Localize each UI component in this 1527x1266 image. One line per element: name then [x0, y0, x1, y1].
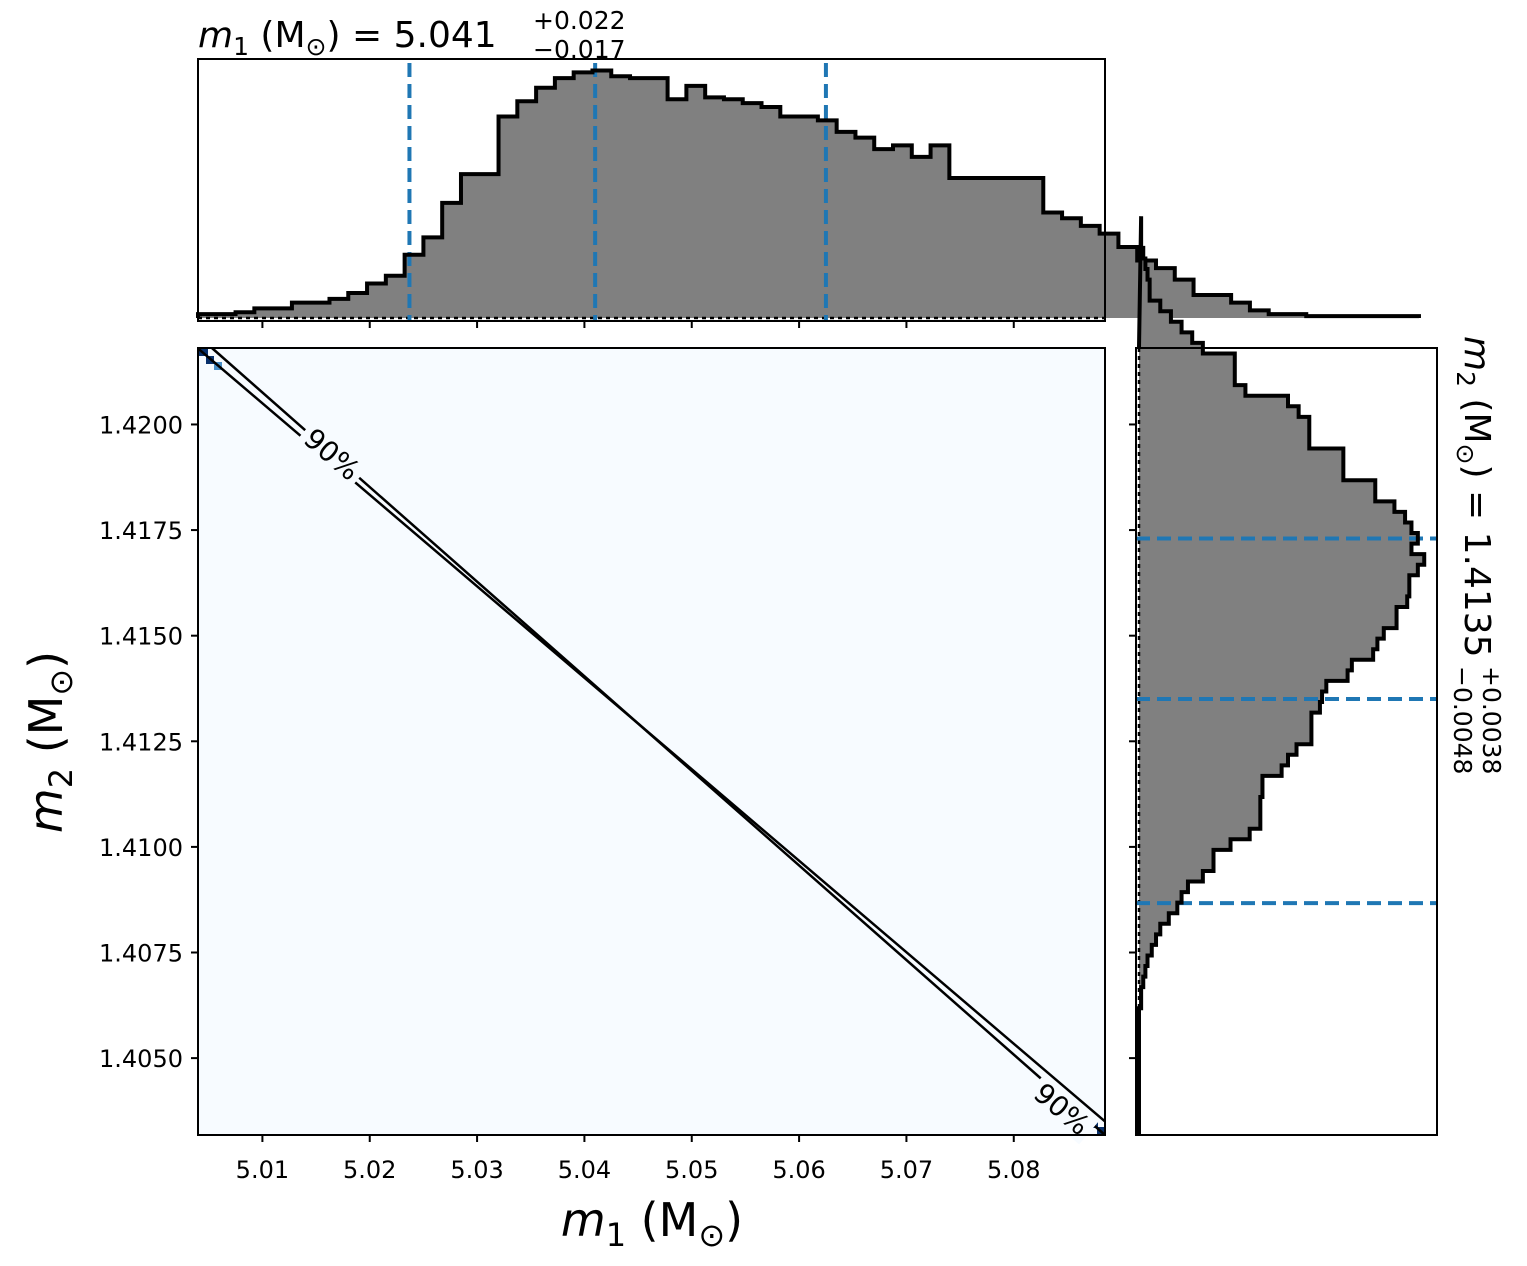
y-label-unit: (M [19, 696, 73, 768]
right-marginal-panel: m2 (M⊙) = 1.4135 +0.0038 −0.0048 [1129, 216, 1506, 1136]
top-panel-title: m1 (M⊙) = 5.041 [198, 15, 497, 61]
top-title-symbol: m [198, 15, 233, 56]
right-y-ticks [1129, 423, 1136, 1060]
top-title-median: 5.041 [394, 15, 497, 56]
x-tick-label-3: 5.04 [558, 1156, 611, 1184]
joint-density-panel: 90%90% 5.01 5.02 5.03 5.04 5.05 5.06 5.07 5.08 … [19, 347, 1106, 1254]
y-label-unit-close: ) [19, 651, 73, 669]
y-tick-label-0: 1.4050 [99, 1045, 183, 1073]
x-tick-label-0: 5.01 [236, 1156, 289, 1184]
right-title-median: 1.4135 [1456, 532, 1497, 658]
top-panel-frame [197, 58, 1106, 322]
y-label-unit-sub: ⊙ [42, 669, 80, 696]
right-histogram-outline [1137, 216, 1427, 1135]
x-label-unit-sub: ⊙ [698, 1216, 725, 1254]
right-title-symbol: m [1456, 336, 1497, 371]
y-tick-label-3: 1.4125 [99, 728, 183, 756]
x-label-unit: (M [626, 1193, 698, 1247]
right-title-plus-error: +0.0038 [1477, 666, 1506, 774]
right-panel-title: m2 (M⊙) = 1.4135 +0.0038 −0.0048 [1448, 336, 1506, 774]
top-marginal-panel: m1 (M⊙) = 5.041 +0.022 −0.017 [196, 6, 1421, 328]
right-histogram-fill [1139, 216, 1425, 1135]
x-label-unit-close: ) [725, 1193, 743, 1247]
y-tick-label-5: 1.4175 [99, 517, 183, 545]
x-tick-label-2: 5.03 [450, 1156, 503, 1184]
y-label-sub: 2 [42, 768, 80, 788]
right-title-minus-error: −0.0048 [1448, 666, 1477, 774]
right-title-unit-close: ) [1456, 465, 1497, 479]
x-label-sub: 1 [606, 1216, 626, 1254]
right-title-equals: = [1456, 479, 1497, 532]
y-tick-label-1: 1.4075 [99, 940, 183, 968]
y-label-symbol: m [19, 788, 73, 833]
right-title-sub: 2 [1451, 371, 1480, 387]
contour-label-mask-1 [1024, 1073, 1100, 1145]
joint-x-ticks: 5.01 5.02 5.03 5.04 5.05 5.06 5.07 5.08 [236, 1135, 1040, 1184]
top-histogram-fill [198, 70, 1419, 318]
x-tick-label-5: 5.06 [772, 1156, 825, 1184]
right-title-unit: (M [1456, 387, 1497, 444]
top-quantile-lines [407, 63, 828, 321]
top-title-minus-error: −0.017 [533, 35, 626, 64]
x-tick-label-7: 5.08 [987, 1156, 1040, 1184]
x-tick-label-1: 5.02 [343, 1156, 396, 1184]
right-title-text: m2 (M⊙) = 1.4135 [1451, 336, 1497, 658]
x-axis-label: m1 (M⊙) [561, 1193, 743, 1254]
top-title-unit-sub: ⊙ [306, 32, 327, 61]
top-title-sub: 1 [233, 32, 249, 61]
x-tick-label-6: 5.07 [880, 1156, 933, 1184]
y-axis-label: m2 (M⊙) [19, 651, 80, 833]
top-title-plus-error: +0.022 [533, 6, 626, 35]
y-tick-label-6: 1.4200 [99, 411, 183, 439]
right-title-unit-sub: ⊙ [1451, 444, 1480, 465]
x-tick-label-4: 5.05 [665, 1156, 718, 1184]
y-tick-label-2: 1.4100 [99, 834, 183, 862]
top-title-unit: (M [249, 15, 306, 56]
top-x-ticks [261, 321, 1015, 328]
joint-y-ticks: 1.4050 1.4075 1.4100 1.4125 1.4150 1.4175 1.42… [99, 411, 198, 1073]
contour-line-1 [211, 347, 1106, 1136]
top-histogram-outline [196, 68, 1421, 319]
y-tick-label-4: 1.4150 [99, 623, 183, 651]
x-label-symbol: m [561, 1193, 606, 1247]
right-quantile-lines [1136, 536, 1437, 906]
contour-label-mask-0 [294, 418, 370, 490]
top-title-equals: = [341, 15, 394, 56]
top-title-unit-close: ) [327, 15, 341, 56]
